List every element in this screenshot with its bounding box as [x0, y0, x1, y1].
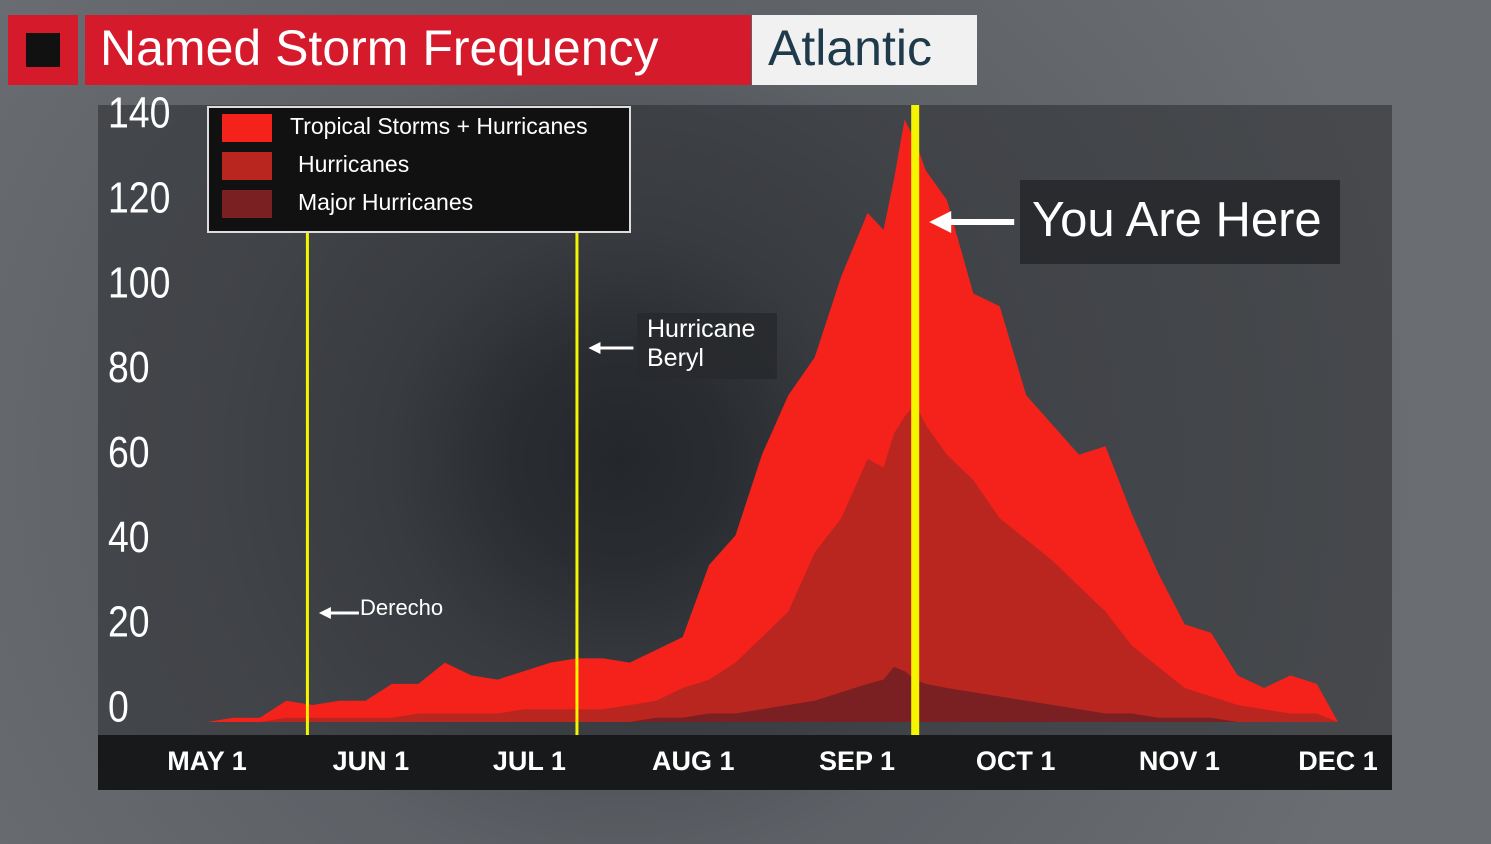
annotation-arrowhead: [929, 211, 952, 233]
subtitle-box: [752, 15, 977, 85]
x-tick-label: OCT 1: [976, 746, 1056, 776]
annotation-label: You Are Here: [1020, 180, 1340, 265]
y-tick-label: 100: [108, 257, 170, 307]
legend-box: [207, 106, 631, 233]
legend-label: Major Hurricanes: [298, 189, 473, 215]
title-box: [85, 15, 751, 85]
chart-subtitle: Atlantic: [768, 20, 932, 76]
y-tick-label: 0: [108, 682, 129, 732]
annotation-label: Hurricane Beryl: [637, 313, 777, 379]
x-tick-label: AUG 1: [652, 746, 735, 776]
y-tick-label: 80: [108, 342, 150, 392]
y-tick-label: 120: [108, 173, 170, 223]
title-icon: [26, 33, 60, 67]
y-tick-label: 140: [108, 88, 170, 138]
y-tick-label: 20: [108, 597, 150, 647]
legend-label: Hurricanes: [298, 151, 409, 177]
x-tick-label: SEP 1: [819, 746, 895, 776]
legend-swatch: [222, 114, 272, 142]
annotation-label: Derecho: [360, 595, 444, 620]
x-tick-label: NOV 1: [1139, 746, 1220, 776]
x-tick-label: JUN 1: [333, 746, 410, 776]
x-axis-band: [98, 735, 1392, 790]
area: [207, 666, 1338, 722]
legend-label: Tropical Storms + Hurricanes: [290, 113, 588, 139]
legend-swatch: [222, 152, 272, 180]
chart-title: Named Storm Frequency: [100, 20, 659, 76]
y-tick-label: 60: [108, 427, 150, 477]
area: [207, 403, 1338, 722]
x-tick-label: MAY 1: [167, 746, 247, 776]
y-tick-label: 40: [108, 512, 150, 562]
annotation-arrowhead: [318, 607, 331, 619]
annotation-arrowhead: [588, 342, 601, 354]
legend-swatch: [222, 190, 272, 218]
x-tick-label: JUL 1: [493, 746, 566, 776]
x-tick-label: DEC 1: [1298, 746, 1378, 776]
